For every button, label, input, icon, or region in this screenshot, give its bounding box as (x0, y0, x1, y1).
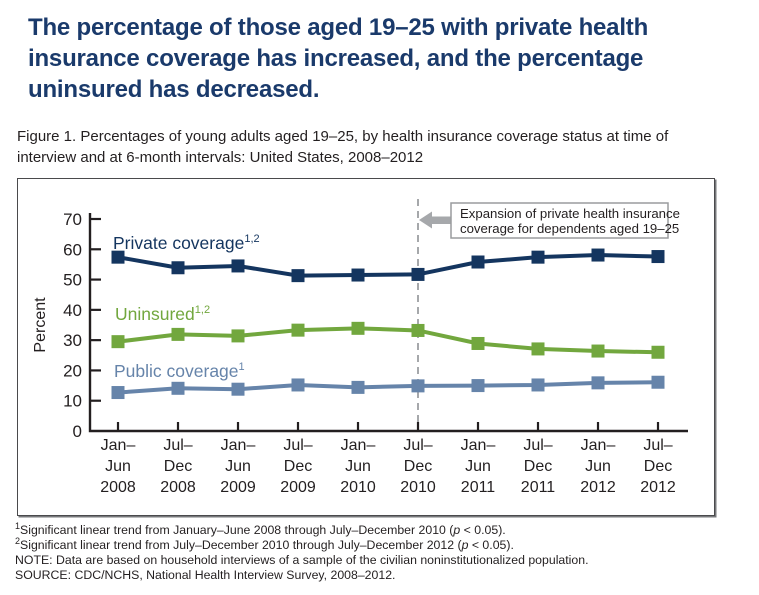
data-point-private-coverage (531, 250, 545, 264)
data-point-private-coverage (471, 255, 485, 269)
series-label-uninsured: Uninsured1,2 (115, 304, 210, 324)
page-title-line: The percentage of those aged 19–25 with … (28, 14, 649, 41)
y-tick-label: 50 (63, 271, 82, 290)
x-tick-label: Jan– Jun 2011 (461, 437, 496, 496)
data-point-public-coverage (591, 376, 605, 390)
data-point-uninsured (351, 321, 365, 335)
data-point-private-coverage (651, 250, 665, 264)
annotation-box (450, 202, 669, 239)
data-point-private-coverage (111, 250, 125, 264)
data-point-public-coverage (171, 381, 185, 395)
y-tick-label: 0 (73, 422, 82, 441)
footnote-superscript: 2 (15, 535, 21, 546)
page-title: The percentage of those aged 19–25 with … (28, 12, 648, 105)
x-tick-label: Jul– Dec 2011 (521, 437, 556, 496)
figure-caption-line: interview and at 6-month intervals: Unit… (17, 149, 424, 166)
data-point-public-coverage (471, 379, 485, 393)
annotation-arrow-icon (419, 211, 432, 229)
data-point-uninsured (591, 344, 605, 358)
data-point-private-coverage (231, 259, 245, 273)
x-tick-label: Jan– Jun 2009 (220, 437, 256, 496)
y-tick-label: 60 (63, 240, 82, 259)
x-tick-label: Jul– Dec 2012 (640, 437, 676, 496)
x-tick-label: Jul– Dec 2008 (160, 437, 196, 496)
data-point-public-coverage (111, 386, 125, 400)
footnote-1: 1Significant linear trend from January–J… (15, 520, 506, 537)
y-tick-label: 30 (63, 331, 82, 350)
y-tick-label: 70 (63, 210, 82, 229)
data-point-private-coverage (171, 261, 185, 275)
footnote-note: NOTE: Data are based on household interv… (15, 553, 589, 567)
data-point-public-coverage (291, 378, 305, 392)
chart-panel: 0 10 20 30 40 50 60 70 Percent Jan– Jun 2008 Jul– Dec… (17, 178, 715, 516)
data-point-public-coverage (531, 378, 545, 392)
x-tick-label: Jul– Dec 2009 (280, 437, 316, 496)
data-point-public-coverage (411, 379, 425, 393)
data-point-private-coverage (351, 268, 365, 282)
data-point-uninsured (531, 342, 545, 356)
line-chart: 0 10 20 30 40 50 60 70 Percent Jan– Jun 2008 Jul– Dec… (32, 199, 688, 496)
series-label-public-coverage: Public coverage1 (114, 361, 245, 381)
data-point-uninsured (651, 345, 665, 359)
page-title-line: insurance coverage has increased, and th… (28, 45, 644, 72)
data-point-public-coverage (651, 375, 665, 389)
data-point-uninsured (411, 323, 425, 337)
y-tick-label: 40 (63, 301, 82, 320)
annotation-arrow-shaft (431, 216, 452, 224)
page-title-line: uninsured has decreased. (28, 76, 320, 103)
y-tick-label: 10 (63, 392, 82, 411)
footnote-2: 2Significant linear trend from July–Dece… (15, 535, 514, 552)
footnotes: 1Significant linear trend from January–J… (15, 520, 589, 583)
data-point-public-coverage (351, 380, 365, 394)
y-tick-label: 20 (63, 361, 82, 380)
series-label-private-coverage: Private coverage1,2 (113, 233, 260, 253)
data-point-uninsured (291, 323, 305, 337)
footnote-superscript: 1 (15, 520, 21, 531)
series-line-uninsured (117, 326, 659, 355)
data-point-public-coverage (231, 382, 245, 396)
x-tick-label: Jul– Dec 2010 (400, 437, 436, 496)
data-point-private-coverage (291, 269, 305, 283)
x-tick-label: Jan– Jun 2010 (340, 437, 376, 496)
x-tick-label: Jan– Jun 2008 (100, 437, 136, 496)
data-point-uninsured (471, 336, 485, 350)
x-tick-label: Jan– Jun 2012 (580, 437, 616, 496)
series-line-private-coverage (117, 253, 659, 278)
data-point-uninsured (111, 335, 125, 349)
y-axis-title: Percent (32, 297, 49, 353)
axis-lines (88, 213, 688, 433)
data-point-uninsured (231, 329, 245, 343)
data-point-private-coverage (411, 267, 425, 281)
data-point-uninsured (171, 327, 185, 341)
figure-caption: Figure 1. Percentages of young adults ag… (17, 126, 668, 168)
data-point-private-coverage (591, 248, 605, 262)
series-line-public-coverage (117, 380, 659, 395)
annotation-text: Expansion of private health insurance (460, 206, 680, 221)
figure-caption-line: Figure 1. Percentages of young adults ag… (17, 128, 669, 145)
footnote-source: SOURCE: CDC/NCHS, National Health Interv… (15, 568, 396, 582)
annotation-text: coverage for dependents aged 19–25 (460, 221, 679, 236)
